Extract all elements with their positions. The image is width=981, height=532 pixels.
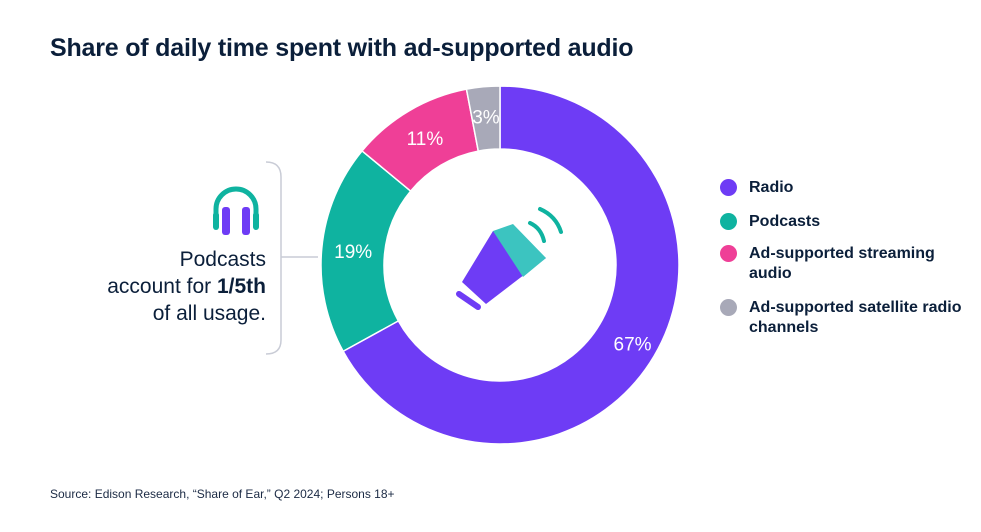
callout-bracket [265, 161, 318, 355]
donut-slice-satellite [465, 85, 501, 152]
legend-item-podcasts: Podcasts [720, 212, 980, 232]
podcast-callout: Podcasts account for 1/5th of all usage. [40, 246, 266, 327]
slice-label-podcasts: 19% [334, 242, 372, 263]
callout-line-2-prefix: account for [107, 275, 217, 298]
headphones-icon [213, 186, 259, 235]
callout-line-1: Podcasts [179, 248, 266, 271]
callout-highlight: 1/5th [216, 275, 266, 298]
donut-slices [320, 85, 680, 445]
donut-slice-labels: 67% 19% 11% 3% [334, 108, 652, 356]
source-note: Source: Edison Research, “Share of Ear,”… [50, 487, 395, 501]
legend-swatch-satellite [720, 299, 737, 316]
legend-label-satellite: Ad-supported satellite radio channels [749, 299, 962, 336]
legend-label-podcasts: Podcasts [749, 213, 821, 230]
legend-label-streaming: Ad-supported streaming audio [749, 245, 935, 282]
legend-swatch-streaming [720, 245, 737, 262]
legend-item-streaming: Ad-supported streaming audio [720, 244, 980, 284]
slice-label-streaming: 11% [407, 129, 444, 150]
legend-item-satellite: Ad-supported satellite radio channels [720, 298, 980, 338]
slice-label-satellite: 3% [472, 108, 500, 129]
callout-line-3: of all usage. [152, 302, 266, 325]
callout-line-2: account for 1/5th [40, 273, 266, 300]
megaphone-icon [456, 207, 563, 310]
slice-label-radio: 67% [614, 334, 652, 355]
legend-swatch-podcasts [720, 213, 737, 230]
donut-slice-radio [342, 85, 680, 445]
chart-title: Share of daily time spent with ad-suppor… [50, 34, 634, 62]
legend-label-radio: Radio [749, 179, 794, 196]
chart-legend: Radio Podcasts Ad-supported streaming au… [720, 178, 980, 352]
legend-item-radio: Radio [720, 178, 980, 198]
legend-swatch-radio [720, 179, 737, 196]
